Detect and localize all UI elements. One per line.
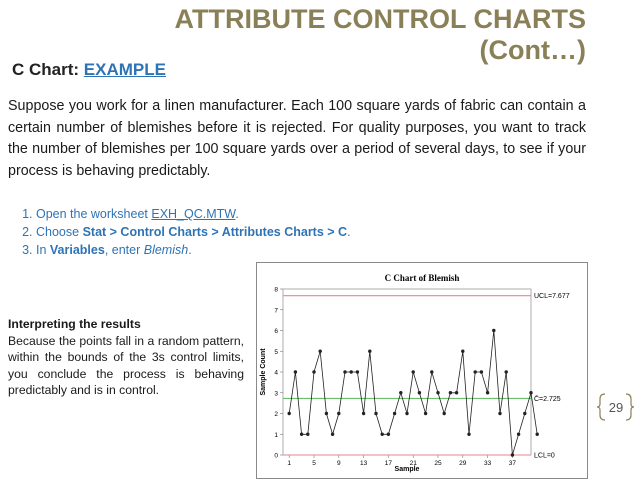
- step-3-variable: Blemish: [143, 243, 189, 257]
- data-point: [467, 432, 471, 436]
- worksheet-link[interactable]: EXH_QC.MTW: [151, 207, 236, 221]
- lcl-label: LCL=0: [534, 453, 555, 460]
- y-tick-label: 4: [274, 370, 278, 377]
- x-tick-label: 17: [385, 460, 393, 467]
- y-axis-label: Sample Count: [260, 348, 267, 396]
- step-3-end: .: [188, 243, 192, 257]
- data-point: [523, 411, 527, 416]
- page-bracket-icon: 29: [596, 393, 635, 421]
- y-tick-label: 1: [274, 432, 278, 439]
- data-point: [337, 411, 341, 416]
- data-point: [299, 432, 304, 436]
- data-point: [293, 370, 298, 374]
- steps-list: Open the worksheet EXH_QC.MTW. Choose St…: [8, 205, 596, 259]
- data-point: [516, 432, 521, 436]
- x-tick-label: 25: [434, 460, 442, 467]
- chart-title: C Chart of Blemish: [385, 273, 460, 283]
- step-1: Open the worksheet EXH_QC.MTW.: [36, 205, 596, 223]
- data-point: [442, 411, 446, 416]
- data-point: [448, 391, 453, 395]
- intro-paragraph: Suppose you work for a linen manufacture…: [8, 98, 586, 179]
- data-point: [287, 411, 291, 416]
- page-number: 29: [609, 400, 623, 415]
- ucl-label: UCL=7.677: [534, 293, 570, 300]
- interpretation-block: Interpreting the results Because the poi…: [8, 316, 244, 399]
- x-tick-label: 9: [337, 460, 341, 467]
- data-point: [368, 349, 372, 353]
- y-tick-label: 2: [274, 411, 278, 418]
- data-point: [485, 391, 490, 395]
- data-point: [423, 411, 428, 416]
- x-axis-label: Sample: [395, 466, 420, 473]
- data-point: [498, 411, 502, 416]
- subtitle-prefix: C Chart:: [12, 60, 84, 79]
- y-tick-label: 0: [274, 453, 278, 460]
- y-tick-label: 5: [274, 349, 278, 356]
- data-point: [473, 370, 477, 374]
- center-label: C̄=2.725: [534, 395, 561, 403]
- interpretation-heading: Interpreting the results: [8, 317, 141, 331]
- data-point: [312, 370, 316, 374]
- data-point: [405, 411, 409, 416]
- data-point: [430, 370, 434, 374]
- c-chart: C Chart of Blemish 0 1 2 3 4 5 6 7 8 1 5 9 13 17 21 25 2…: [256, 262, 588, 479]
- y-tick-label: 7: [274, 307, 278, 314]
- x-tick-label: 13: [360, 460, 368, 467]
- slide-title: ATTRIBUTE CONTROL CHARTS (Cont…): [175, 4, 586, 66]
- step-2-end: .: [347, 225, 351, 239]
- y-tick-label: 6: [274, 328, 278, 335]
- data-point: [318, 349, 322, 353]
- data-point: [330, 432, 335, 436]
- data-point: [479, 370, 484, 374]
- step-1-text: Open the worksheet: [36, 207, 152, 221]
- data-point: [417, 391, 422, 395]
- step-2-text: Choose: [36, 225, 83, 239]
- data-point: [436, 391, 440, 395]
- x-tick-label: 5: [312, 460, 316, 467]
- title-line-1: ATTRIBUTE CONTROL CHARTS: [174, 4, 586, 34]
- section-subtitle: C Chart: EXAMPLE: [12, 60, 166, 80]
- step-3-field: Variables: [49, 243, 105, 257]
- x-tick-label: 29: [459, 460, 467, 467]
- step-3: In Variables, enter Blemish.: [36, 241, 596, 259]
- data-point: [361, 411, 366, 416]
- data-point: [411, 370, 415, 374]
- data-point: [392, 411, 397, 416]
- data-point: [510, 453, 515, 457]
- x-tick-label: 37: [509, 460, 517, 467]
- step-2-menu-path: Stat > Control Charts > Attributes Chart…: [82, 225, 348, 239]
- data-point: [343, 370, 347, 374]
- title-line-2: (Cont…): [479, 35, 586, 65]
- data-point: [306, 432, 310, 436]
- y-tick-label: 8: [274, 287, 278, 294]
- step-3-mid: , enter: [104, 243, 144, 257]
- data-point: [374, 411, 378, 416]
- data-point: [355, 370, 360, 374]
- c-chart-svg: C Chart of Blemish 0 1 2 3 4 5 6 7 8 1 5 9 13 17 21 25 2…: [260, 273, 570, 473]
- data-point: [386, 432, 391, 436]
- data-point: [454, 391, 459, 395]
- data-point: [349, 370, 353, 374]
- data-point: [529, 391, 533, 395]
- y-tick-label: 3: [274, 390, 278, 397]
- page-number-box: 29: [596, 392, 636, 422]
- data-point: [399, 391, 403, 395]
- step-2: Choose Stat > Control Charts > Attribute…: [36, 223, 596, 241]
- interpretation-body: Because the points fall in a random patt…: [8, 333, 244, 398]
- data-point: [492, 328, 496, 333]
- step-1-end: .: [235, 207, 239, 221]
- x-tick-label: 1: [287, 460, 291, 467]
- data-point: [324, 411, 329, 416]
- x-tick-label: 33: [484, 460, 492, 467]
- data-point: [380, 432, 384, 436]
- subtitle-example: EXAMPLE: [83, 60, 166, 79]
- data-point: [535, 432, 539, 436]
- data-point: [504, 370, 508, 374]
- plot-area: [282, 288, 532, 456]
- step-3-text: In: [36, 243, 50, 257]
- x-tick-label: 21: [410, 460, 418, 467]
- data-point: [461, 349, 465, 353]
